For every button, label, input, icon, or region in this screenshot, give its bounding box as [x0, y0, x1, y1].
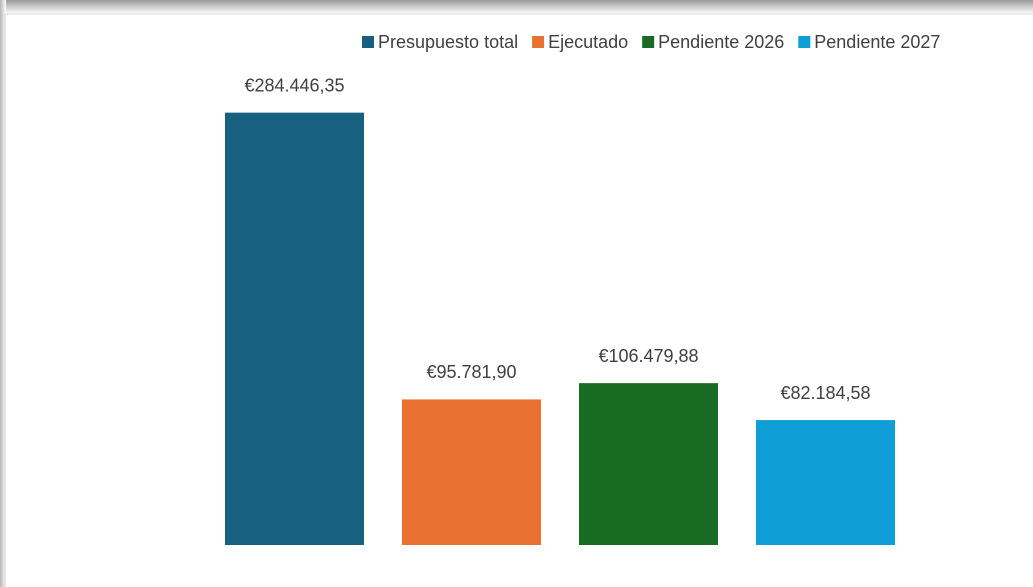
- legend-label: Ejecutado: [548, 32, 628, 52]
- legend-label: Presupuesto total: [378, 32, 518, 52]
- bar: [579, 383, 718, 545]
- data-label: €106.479,88: [598, 346, 698, 366]
- legend-label: Pendiente 2026: [658, 32, 784, 52]
- bar: [402, 399, 541, 545]
- legend-swatch: [532, 36, 545, 48]
- data-label: €82.184,58: [780, 383, 870, 403]
- legend-swatch: [362, 36, 374, 48]
- legend-swatch: [642, 36, 655, 48]
- legend-label: Pendiente 2027: [814, 32, 940, 52]
- frame-shadow-left: [0, 0, 6, 587]
- bar: [225, 112, 364, 546]
- legend-swatch: [798, 36, 811, 48]
- frame-shadow: [0, 0, 1033, 14]
- bar: [756, 420, 895, 545]
- data-label: €95.781,90: [426, 362, 516, 382]
- data-label: €284.446,35: [244, 75, 344, 95]
